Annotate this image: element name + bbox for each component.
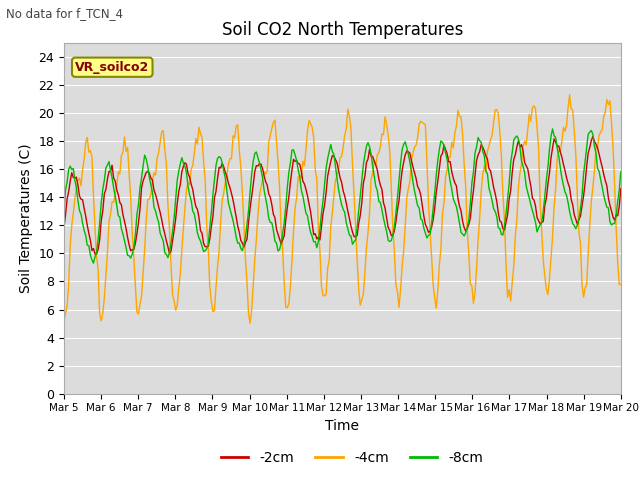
-4cm bbox=[244, 311, 252, 317]
-4cm bbox=[246, 320, 254, 326]
-4cm bbox=[255, 193, 263, 199]
Line: -2cm: -2cm bbox=[64, 136, 621, 254]
-4cm bbox=[589, 184, 596, 190]
-8cm bbox=[255, 160, 263, 166]
Line: -4cm: -4cm bbox=[64, 95, 621, 323]
-2cm bbox=[60, 225, 68, 230]
X-axis label: Time: Time bbox=[325, 419, 360, 433]
-8cm bbox=[60, 209, 68, 215]
-2cm bbox=[246, 205, 254, 211]
-8cm bbox=[617, 169, 625, 175]
-2cm bbox=[589, 133, 596, 139]
-2cm bbox=[228, 191, 236, 196]
Y-axis label: Soil Temperatures (C): Soil Temperatures (C) bbox=[19, 144, 33, 293]
-4cm bbox=[129, 229, 136, 235]
-2cm bbox=[588, 137, 595, 143]
-8cm bbox=[130, 244, 138, 250]
-8cm bbox=[90, 260, 97, 266]
-2cm bbox=[617, 186, 625, 192]
Line: -8cm: -8cm bbox=[64, 129, 621, 263]
-2cm bbox=[305, 201, 313, 207]
Title: Soil CO2 North Temperatures: Soil CO2 North Temperatures bbox=[221, 21, 463, 39]
-4cm bbox=[226, 156, 234, 162]
Legend: -2cm, -4cm, -8cm: -2cm, -4cm, -8cm bbox=[215, 445, 489, 471]
-2cm bbox=[91, 251, 99, 257]
-4cm bbox=[305, 118, 313, 123]
-2cm bbox=[130, 247, 138, 252]
-8cm bbox=[305, 222, 313, 228]
Text: No data for f_TCN_4: No data for f_TCN_4 bbox=[6, 7, 124, 20]
-8cm bbox=[548, 126, 556, 132]
-4cm bbox=[566, 92, 573, 97]
Text: VR_soilco2: VR_soilco2 bbox=[75, 61, 149, 74]
-4cm bbox=[617, 282, 625, 288]
-8cm bbox=[228, 212, 236, 217]
-2cm bbox=[255, 161, 263, 167]
-8cm bbox=[589, 132, 596, 137]
-8cm bbox=[246, 189, 254, 194]
-4cm bbox=[60, 318, 68, 324]
